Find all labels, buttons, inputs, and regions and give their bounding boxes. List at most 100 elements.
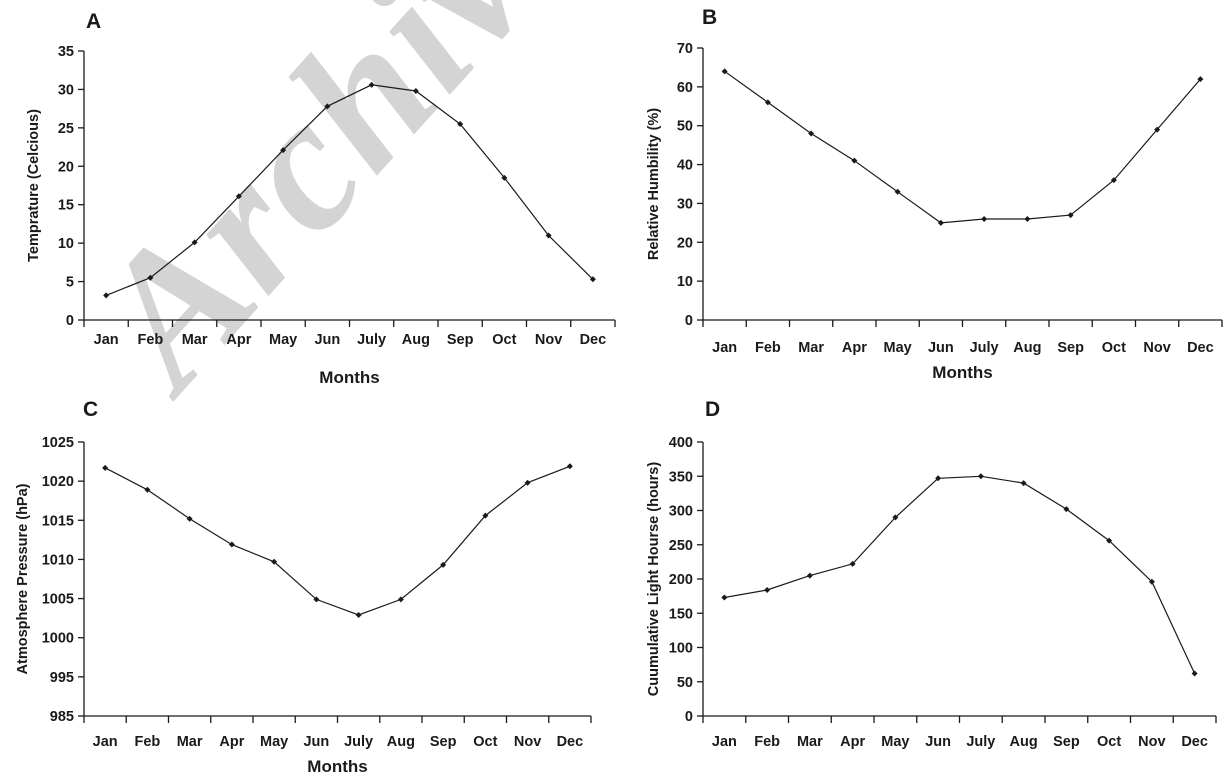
panel-b-data-point [981,215,988,222]
panel-a-data-point [280,147,287,154]
panel-b-x-tick-label: July [970,340,999,356]
panel-d-x-tick-label: Apr [840,734,865,750]
panel-d-data-point [764,586,771,593]
panel-a-data-point [501,174,508,181]
panel-a-x-tick-label: Oct [492,332,516,348]
panel-c-x-tick-label: Feb [134,734,160,750]
panel-b-x-axis-title: Months [932,363,992,382]
panel-c-y-tick-label: 1015 [42,513,74,529]
panel-c-x-tick-label: Jan [93,734,118,750]
panel-b-data-point [937,219,944,226]
panel-b-data-point [1154,126,1161,133]
panel-c-x-tick-label: Nov [514,734,541,750]
panel-d-data-point [935,475,942,482]
panel-a-y-tick-label: 0 [66,313,74,329]
panel-a-letter: A [86,10,101,33]
panel-c-y-tick-label: 1020 [42,474,74,490]
panel-a-y-tick-label: 15 [58,198,74,214]
panel-d-x-tick-label: Mar [797,734,823,750]
panel-a-data-point [545,232,552,239]
panel-b-data-point [894,188,901,195]
panel-d-data-point [849,560,856,567]
panel-b-x-tick-label: Jan [712,340,737,356]
panel-c-x-axis-title: Months [307,757,367,776]
panel-d-x-tick-label: Sep [1053,734,1080,750]
panel-a-x-axis-title: Months [319,368,379,387]
panel-d-y-tick-label: 150 [669,606,693,622]
panel-c-data-point [566,463,573,470]
panel-a-x-tick-label: Jun [314,332,340,348]
panel-c-data-point [440,561,447,568]
panel-d-data-point [721,594,728,601]
panel-d-y-axis-title: Cuumulative Light Hourse (hours) [646,462,662,697]
panel-b-x-tick-label: Sep [1057,340,1084,356]
panel-a-data-point [589,276,596,283]
panel-b-y-tick-label: 30 [677,196,693,212]
panel-c-x-tick-label: Jun [303,734,329,750]
panel-c-data-point [482,512,489,519]
panel-a-x-tick-label: May [269,332,297,348]
panel-b-x-tick-label: Mar [798,340,824,356]
panel-b-x-tick-label: Jun [928,340,954,356]
panel-a-x-tick-label: Sep [447,332,474,348]
panel-d-x-tick-label: Aug [1010,734,1038,750]
panel-c-y-tick-label: 1005 [42,592,74,608]
panel-a-x-tick-label: Apr [226,332,251,348]
panel-c-y-tick-label: 995 [50,670,74,686]
panel-d-data-point [892,514,899,521]
panel-b-data-point [851,157,858,164]
panel-b-y-tick-label: 60 [677,80,693,96]
panel-d-x-tick-label: Oct [1097,734,1121,750]
panel-d-y-tick-label: 0 [685,709,693,725]
panel-c-data-point [524,479,531,486]
panel-a-chart: A 0 5 10 15 20 25 30 35 Jan Feb Mar Apr May Jun July Aug… [26,10,616,387]
panel-a-x-tick-label: Feb [137,332,163,348]
panel-b-data-point [1197,76,1204,83]
panel-a-data-point [412,87,419,94]
panel-d-y-tick-label: 250 [669,538,693,554]
panel-c-x-tick-label: July [344,734,373,750]
panel-a-y-tick-label: 30 [58,82,74,98]
panel-d-series-line [724,475,1196,674]
panel-b-y-tick-label: 10 [677,274,693,290]
panel-b-y-tick-label: 0 [685,313,693,329]
panel-b-data-point [1024,215,1031,222]
panel-b-x-tick-label: Oct [1102,340,1126,356]
panel-a-data-point [191,239,198,246]
panel-d-y-tick-label: 400 [669,435,693,451]
panel-a-y-tick-label: 10 [58,236,74,252]
panel-c-x-tick-label: Dec [557,734,584,750]
panel-a-x-tick-label: Nov [535,332,562,348]
panel-a-data-point [324,103,331,110]
panel-a-y-tick-label: 20 [58,159,74,175]
panel-a-series-line [105,84,594,296]
panel-c-data-point [102,464,109,471]
panel-d-x-tick-label: July [966,734,995,750]
panel-c-x-tick-label: Oct [473,734,497,750]
panel-b-y-tick-label: 20 [677,235,693,251]
panel-a-data-point [103,292,110,299]
panel-c-y-tick-label: 985 [50,709,74,725]
panel-d-x-tick-label: Jan [712,734,737,750]
panel-c-data-point [355,612,362,619]
panel-a-x-tick-label: Dec [580,332,607,348]
panel-c-data-point [228,541,235,548]
panel-c-letter: C [83,398,98,421]
panel-b-series-line [724,70,1201,224]
panel-d-y-tick-label: 200 [669,572,693,588]
panel-c-x-tick-label: May [260,734,288,750]
panel-d-x-tick-label: May [881,734,909,750]
panel-a-x-tick-label: July [357,332,386,348]
panel-b-letter: B [702,6,717,29]
panel-d-data-point [1063,506,1070,513]
panel-a-y-tick-label: 35 [58,44,74,60]
panel-a-x-tick-label: Aug [402,332,430,348]
panel-c-x-tick-label: Sep [430,734,457,750]
panel-c-data-point [313,596,320,603]
panel-d-x-tick-label: Nov [1138,734,1165,750]
panel-b-x-tick-label: May [884,340,912,356]
panel-d-y-tick-label: 300 [669,504,693,520]
panel-d-x-tick-label: Feb [754,734,780,750]
panel-c-series-line [104,465,571,616]
